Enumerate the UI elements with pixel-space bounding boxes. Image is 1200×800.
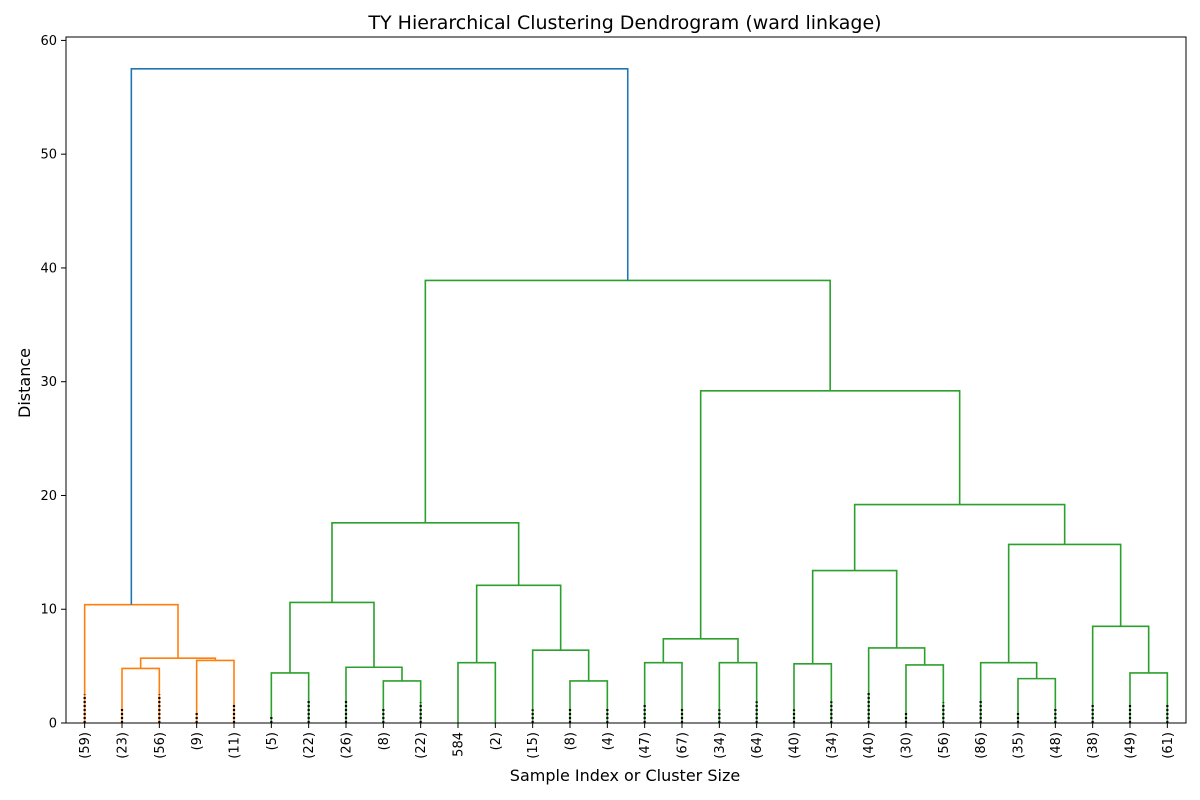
x-tick-label-28: (49) (1124, 732, 1139, 759)
link-c11 (1091, 625, 1150, 723)
y-tick-label-4: 40 (40, 261, 57, 276)
link-c12 (1007, 543, 1122, 663)
x-tick-label-10: 584 (452, 732, 467, 757)
dendrogram-links (83, 68, 1169, 723)
link-root (130, 68, 629, 605)
link-c4 (793, 663, 833, 723)
x-tick-label-18: (64) (750, 732, 765, 759)
link-c10 (1129, 672, 1169, 723)
x-tick-label-29: (61) (1161, 732, 1176, 759)
link-c8 (1017, 677, 1057, 723)
y-tick-label-3: 30 (40, 375, 57, 390)
link-b6 (569, 680, 609, 723)
x-tick-label-2: (56) (153, 732, 168, 759)
x-tick-label-17: (34) (713, 732, 728, 759)
link-c3 (662, 638, 739, 663)
x-tick-label-1: (23) (116, 732, 131, 759)
link-b5 (457, 661, 497, 723)
link-a4 (83, 603, 179, 723)
y-tick-label-5: 50 (40, 148, 57, 163)
link-a2 (195, 659, 235, 723)
link-b1 (270, 672, 310, 723)
x-tick-label-12: (15) (526, 732, 541, 759)
link-c2 (718, 661, 758, 723)
link-a1 (121, 667, 161, 723)
x-tick-label-19: (40) (788, 732, 803, 759)
link-c15 (424, 279, 831, 523)
link-b9 (331, 521, 520, 603)
x-tick-label-4: (11) (228, 732, 243, 759)
x-tick-label-11: (2) (489, 732, 504, 750)
link-b4 (289, 601, 375, 673)
link-b3 (345, 666, 403, 723)
axis-ticks: 0 10 20 30 40 50 60 (59) (23) (56) (9) (11) (5) (22) (… (40, 34, 1175, 759)
y-tick-label-6: 60 (40, 34, 57, 49)
link-c6 (867, 647, 926, 723)
plot-frame (65, 36, 1187, 724)
y-tick-label-0: 0 (49, 717, 57, 732)
x-tick-label-25: (35) (1012, 732, 1027, 759)
link-c7 (811, 569, 898, 664)
x-tick-label-13: (8) (564, 732, 579, 750)
x-tick-label-3: (9) (190, 732, 205, 750)
y-axis-label: Distance (15, 348, 34, 418)
x-tick-label-9: (22) (414, 732, 429, 759)
x-tick-label-20: (34) (825, 732, 840, 759)
x-tick-label-14: (4) (601, 732, 616, 750)
x-tick-label-6: (22) (302, 732, 317, 759)
x-tick-label-27: (38) (1086, 732, 1101, 759)
x-tick-label-23: (56) (937, 732, 952, 759)
x-tick-label-15: (47) (638, 732, 653, 759)
x-tick-label-5: (5) (265, 732, 280, 750)
x-tick-label-26: (48) (1049, 732, 1064, 759)
y-tick-label-1: 10 (40, 603, 57, 618)
link-c14 (699, 390, 961, 639)
chart-title: TY Hierarchical Clustering Dendrogram (w… (367, 12, 881, 34)
x-tick-label-0: (59) (78, 732, 93, 759)
truncation-dots (83, 691, 1169, 723)
x-tick-label-8: (8) (377, 732, 392, 750)
link-c1 (643, 661, 683, 723)
x-tick-label-7: (26) (340, 732, 355, 759)
link-b7 (531, 649, 590, 723)
link-b2 (382, 680, 422, 723)
x-tick-label-21: (40) (862, 732, 877, 759)
x-tick-label-24: (86) (974, 732, 989, 759)
link-b8 (475, 584, 562, 663)
x-tick-label-22: (30) (900, 732, 915, 759)
y-tick-label-2: 20 (40, 489, 57, 504)
link-c13 (853, 503, 1066, 571)
link-c9 (979, 661, 1038, 723)
x-axis-label: Sample Index or Cluster Size (510, 766, 740, 785)
link-c5 (905, 664, 945, 723)
x-tick-label-16: (67) (676, 732, 691, 759)
